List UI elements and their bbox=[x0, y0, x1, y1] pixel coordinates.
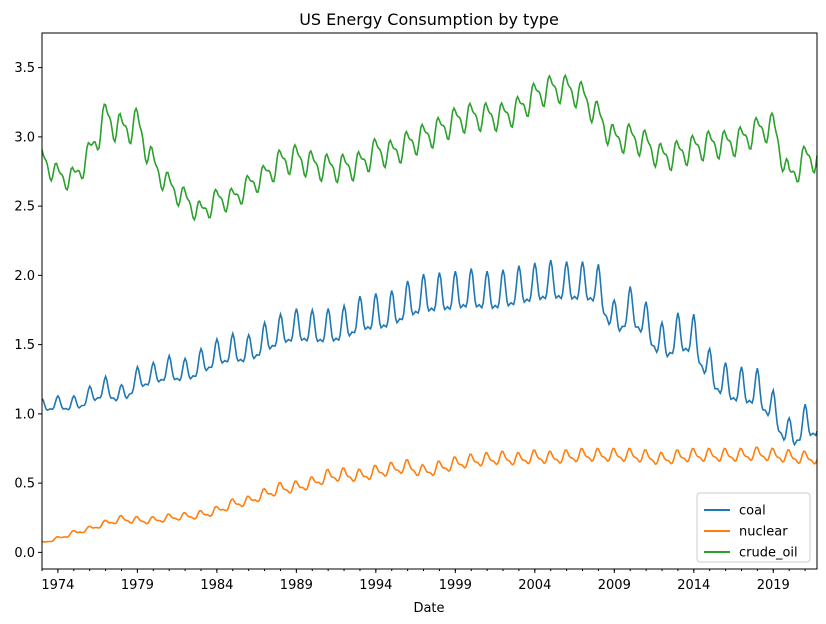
y-tick-label: 0.5 bbox=[14, 477, 35, 492]
y-tick-label: 0.0 bbox=[14, 546, 35, 561]
series-line-coal bbox=[41, 259, 818, 447]
y-tick-label: 2.5 bbox=[14, 200, 35, 215]
x-tick-label: 1989 bbox=[280, 578, 313, 593]
x-tick-label: 1999 bbox=[439, 578, 472, 593]
x-tick-label: 2014 bbox=[677, 578, 710, 593]
series-layer bbox=[41, 73, 818, 543]
y-tick-label: 3.0 bbox=[14, 130, 35, 145]
x-axis-label: Date bbox=[413, 601, 444, 616]
y-tick-label: 3.5 bbox=[14, 61, 35, 76]
x-tick-label: 1974 bbox=[41, 578, 74, 593]
x-axis: 1974 1979 1984 1989 1994 1999 2004 2009 2014 2019 bbox=[41, 569, 806, 593]
x-tick-label: 2009 bbox=[598, 578, 631, 593]
legend-label-nuclear: nuclear bbox=[739, 525, 788, 540]
x-tick-label: 1994 bbox=[359, 578, 392, 593]
legend-label-coal: coal bbox=[739, 504, 766, 519]
legend-label-crude_oil: crude_oil bbox=[739, 546, 798, 561]
y-tick-label: 1.5 bbox=[14, 338, 35, 353]
plot-frame bbox=[41, 32, 818, 570]
x-tick-label: 1979 bbox=[121, 578, 154, 593]
x-tick-label: 2004 bbox=[518, 578, 551, 593]
series-line-crude_oil bbox=[41, 73, 818, 222]
x-tick-label: 1984 bbox=[200, 578, 233, 593]
legend: coal nuclear crude_oil bbox=[696, 492, 811, 563]
y-tick-label: 2.0 bbox=[14, 269, 35, 284]
y-tick-label: 1.0 bbox=[14, 407, 35, 422]
x-tick-label: 2019 bbox=[757, 578, 790, 593]
y-axis: 0.0 0.5 1.0 1.5 2.0 2.5 3.0 3.5 bbox=[14, 61, 42, 561]
series-line-nuclear bbox=[41, 446, 818, 543]
chart-title: US Energy Consumption by type bbox=[299, 10, 559, 29]
